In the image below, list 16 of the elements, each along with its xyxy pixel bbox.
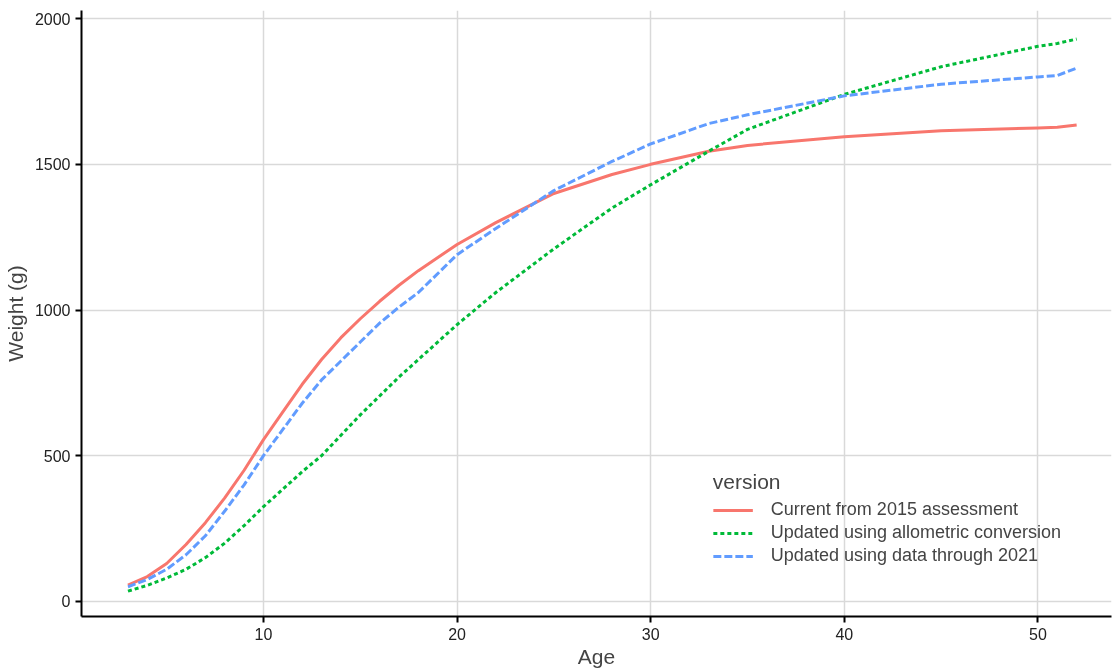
y-tick-label: 1000 bbox=[34, 302, 71, 319]
legend-label: Updated using allometric conversion bbox=[770, 522, 1061, 543]
legend-label: Current from 2015 assessment bbox=[770, 499, 1018, 520]
x-axis-title: Age bbox=[577, 644, 616, 668]
x-tick-label: 10 bbox=[254, 625, 273, 643]
legend-title: version bbox=[712, 470, 782, 494]
x-tick-label: 50 bbox=[1029, 625, 1047, 643]
x-tick-label: 20 bbox=[448, 625, 467, 643]
y-tick-label: 0 bbox=[61, 593, 71, 611]
y-tick-label: 1500 bbox=[34, 156, 71, 174]
y-axis-title: Weight (g) bbox=[3, 265, 27, 362]
x-tick-label: 40 bbox=[835, 625, 854, 643]
y-tick-label: 500 bbox=[43, 447, 71, 465]
x-tick-label: 30 bbox=[641, 625, 660, 643]
y-tick-label: 2000 bbox=[34, 10, 71, 28]
legend-label: Updated using data through 2021 bbox=[770, 545, 1039, 566]
